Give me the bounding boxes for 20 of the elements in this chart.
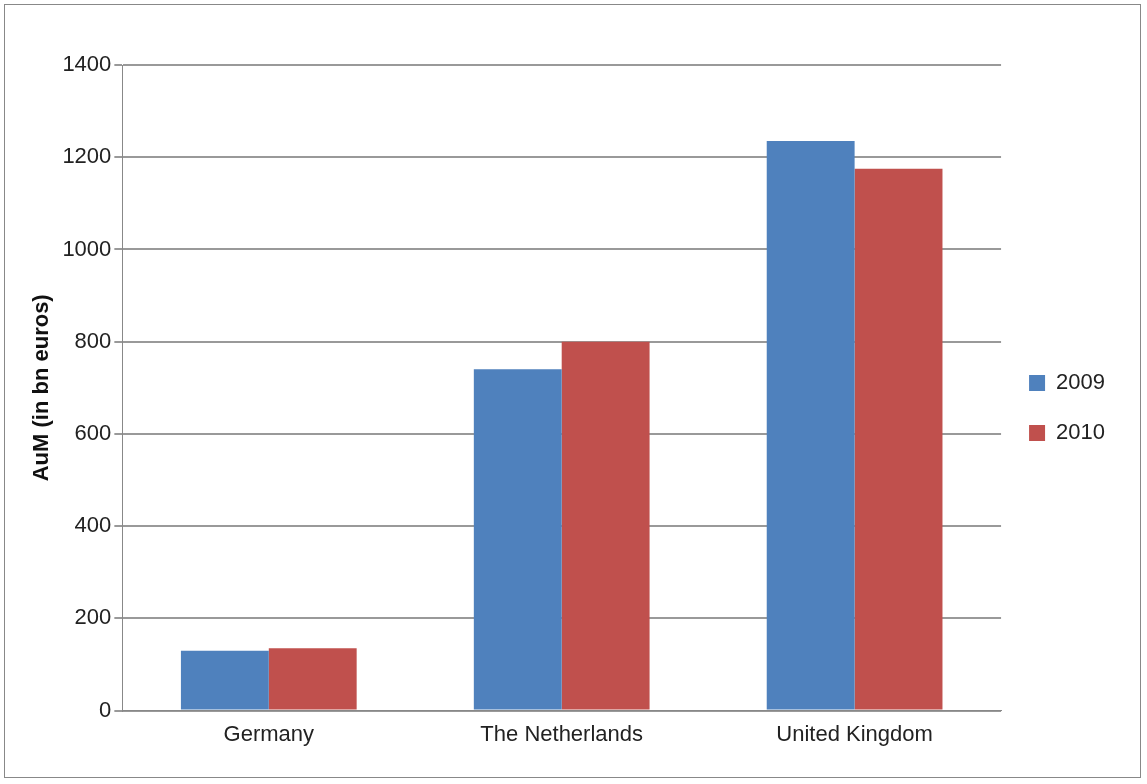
y-tick-label: 400 — [74, 512, 112, 538]
bar — [268, 648, 357, 710]
y-tick-label: 600 — [74, 419, 112, 445]
y-tick-label: 200 — [74, 604, 112, 630]
x-tick-label: United Kingdom — [776, 720, 933, 746]
bar — [854, 168, 943, 710]
y-tick-label: 1000 — [62, 235, 112, 261]
bar — [766, 141, 855, 710]
bar — [473, 369, 562, 710]
legend-label: 2009 — [1056, 369, 1106, 395]
y-tick-label: 800 — [74, 327, 112, 353]
bar — [561, 341, 650, 710]
x-tick-label: Germany — [223, 720, 315, 746]
y-tick-label: 1200 — [62, 143, 112, 169]
y-axis-title: AuM (in bn euros) — [28, 294, 54, 482]
x-tick-label: The Netherlands — [480, 720, 644, 746]
bar — [180, 650, 269, 710]
y-tick-label: 1400 — [62, 51, 112, 77]
legend-label: 2010 — [1056, 419, 1106, 445]
y-tick-label: 0 — [99, 696, 112, 722]
